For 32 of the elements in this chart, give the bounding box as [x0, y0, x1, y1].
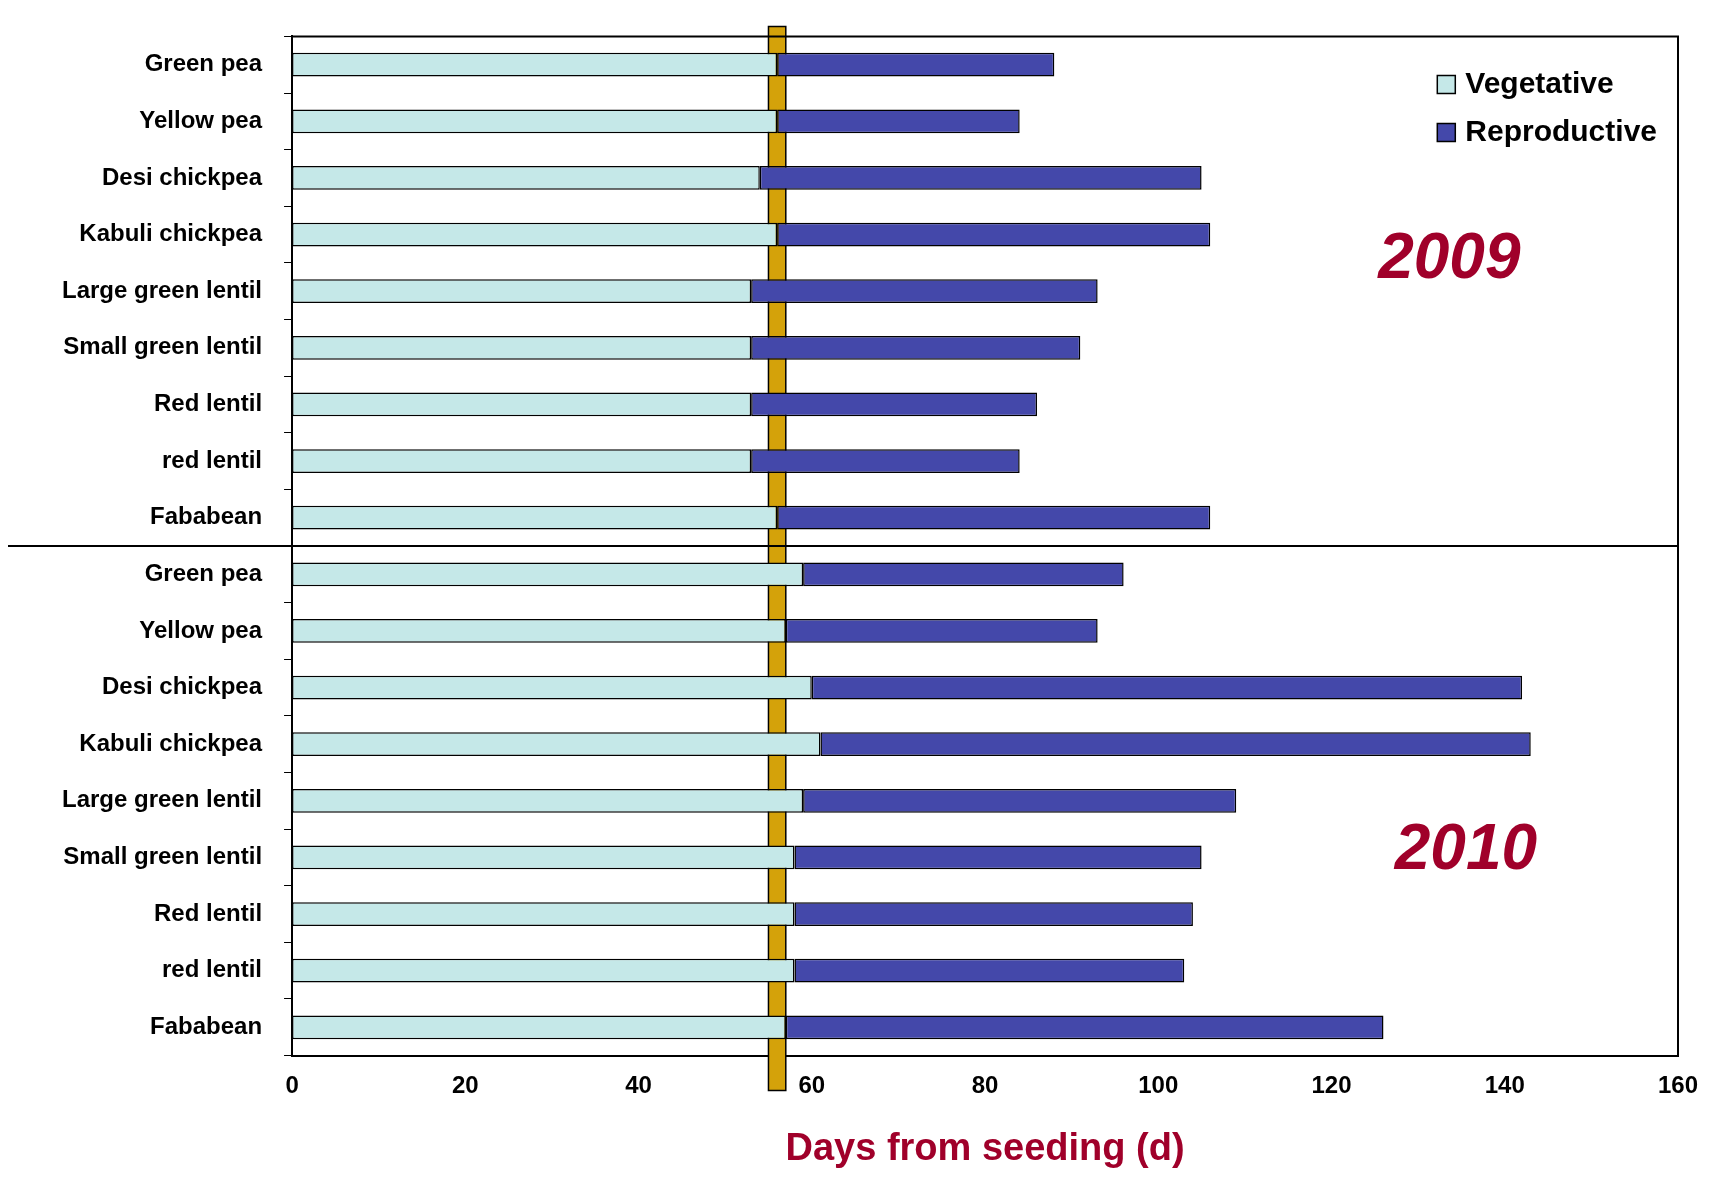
annotation: 2009: [1377, 220, 1521, 293]
y-tick-label: red lentil: [162, 445, 263, 473]
x-tick-label: 40: [625, 1070, 652, 1098]
y-tick-label: Desi chickpea: [101, 162, 263, 190]
y-tick-label: Yellow pea: [139, 105, 263, 133]
y-tick-label: Large green lentil: [61, 275, 263, 303]
x-tick-label: 120: [1311, 1070, 1352, 1098]
y-tick-label: Yellow pea: [139, 615, 263, 643]
annotation: 2010: [1393, 811, 1538, 884]
x-tick-label: 100: [1138, 1070, 1179, 1098]
x-tick-label: 80: [971, 1070, 999, 1098]
legend-label: Vegetative: [1465, 65, 1614, 99]
x-tick-label: 60: [798, 1070, 826, 1098]
x-tick-label: 0: [285, 1070, 299, 1098]
y-tick-label: Kabuli chickpea: [79, 219, 263, 247]
y-tick-label: Small green lentil: [63, 842, 263, 870]
x-tick-label: 140: [1484, 1070, 1525, 1098]
x-axis-title: Days from seeding (d): [785, 1125, 1185, 1168]
y-tick-label: Kabuli chickpea: [79, 728, 263, 756]
y-tick-label: Fababean: [150, 1011, 263, 1039]
y-tick-label: Green pea: [144, 49, 263, 77]
y-tick-label: Desi chickpea: [101, 672, 263, 700]
y-tick-label: red lentil: [162, 955, 263, 983]
legend-label: Reproductive: [1465, 113, 1658, 147]
y-tick-label: Green pea: [144, 558, 263, 586]
y-tick-label: Large green lentil: [61, 785, 263, 813]
y-tick-label: Fababean: [150, 502, 263, 530]
y-tick-label: Small green lentil: [63, 332, 263, 360]
x-tick-label: 20: [451, 1070, 479, 1098]
y-tick-label: Red lentil: [154, 898, 263, 926]
y-tick-label: Red lentil: [154, 389, 263, 417]
x-tick-label: 160: [1657, 1070, 1699, 1098]
